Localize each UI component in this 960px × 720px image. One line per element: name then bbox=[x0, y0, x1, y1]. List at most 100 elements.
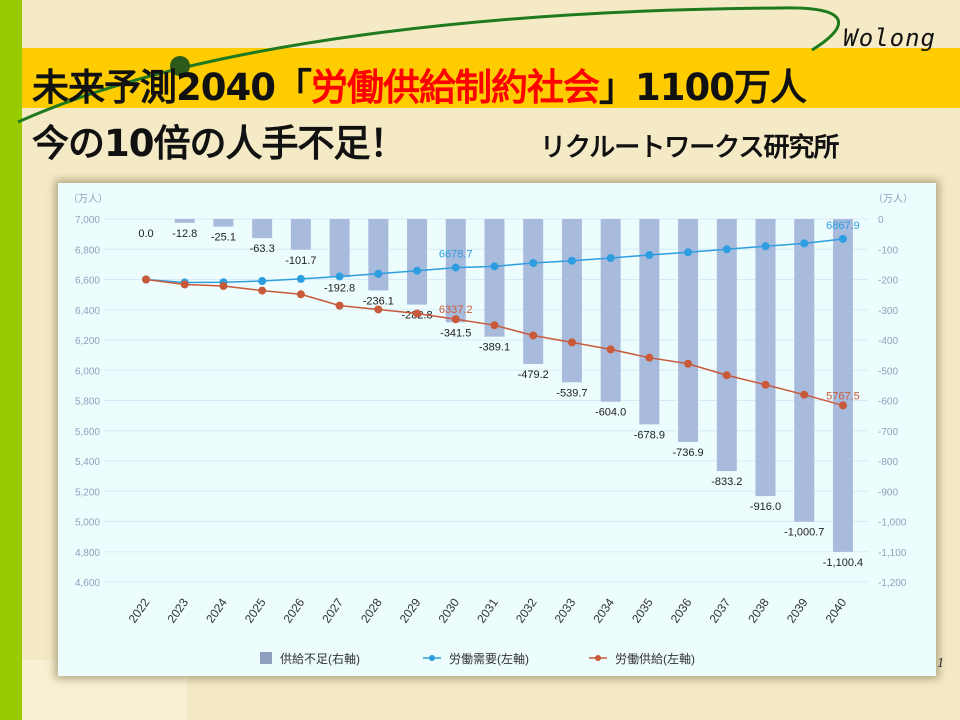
legend-demand-marker bbox=[429, 655, 435, 661]
x-tick-label: 2039 bbox=[784, 595, 811, 625]
supply-data-label: 6337.2 bbox=[439, 304, 473, 316]
bar-data-label: -1,100.4 bbox=[823, 557, 863, 569]
bar-data-label: -1,000.7 bbox=[784, 527, 824, 539]
right-tick-label: -600 bbox=[878, 397, 898, 408]
demand-point bbox=[800, 239, 809, 248]
bar-shortage bbox=[716, 219, 737, 472]
demand-point bbox=[567, 256, 576, 265]
right-tick-label: -800 bbox=[878, 457, 898, 468]
right-tick-label: 0 bbox=[878, 215, 884, 226]
bar-data-label: -389.1 bbox=[479, 342, 510, 354]
x-tick-label: 2026 bbox=[281, 595, 308, 625]
supply-point bbox=[374, 305, 383, 314]
x-tick-label: 2040 bbox=[823, 595, 850, 625]
left-tick-label: 6,400 bbox=[75, 306, 100, 317]
demand-point bbox=[645, 250, 654, 259]
bar-data-label: -236.1 bbox=[363, 295, 394, 307]
demand-point bbox=[374, 269, 383, 278]
supply-data-label: 5767.5 bbox=[826, 390, 860, 402]
right-tick-label: -300 bbox=[878, 306, 898, 317]
left-tick-label: 6,000 bbox=[75, 366, 100, 377]
legend-bar-swatch bbox=[260, 652, 272, 664]
x-tick-label: 2034 bbox=[590, 595, 617, 625]
right-tick-label: -900 bbox=[878, 487, 898, 498]
left-tick-label: 5,200 bbox=[75, 487, 100, 498]
bar-shortage bbox=[755, 219, 776, 497]
demand-point bbox=[335, 272, 344, 281]
source-label: リクルートワークス研究所 bbox=[540, 133, 839, 163]
bar-shortage bbox=[678, 219, 699, 442]
bar-data-label: -916.0 bbox=[750, 501, 781, 513]
bar-data-label: -736.9 bbox=[672, 447, 703, 459]
left-axis-unit: （万人） bbox=[68, 193, 108, 205]
bar-data-label: -604.0 bbox=[595, 407, 626, 419]
bar-data-label: -341.5 bbox=[440, 327, 471, 339]
supply-point bbox=[219, 282, 228, 291]
x-tick-label: 2038 bbox=[745, 595, 772, 625]
bar-shortage bbox=[213, 219, 234, 227]
legend-label: 労働需要(左軸) bbox=[449, 651, 529, 666]
bar-shortage bbox=[484, 219, 505, 337]
legend-label: 労働供給(左軸) bbox=[615, 651, 695, 666]
bar-data-label: -192.8 bbox=[324, 282, 355, 294]
right-tick-label: -200 bbox=[878, 276, 898, 287]
demand-point bbox=[296, 274, 305, 283]
left-tick-label: 4,600 bbox=[75, 578, 100, 589]
right-axis-unit: （万人） bbox=[873, 193, 913, 205]
bar-shortage bbox=[561, 219, 582, 383]
x-tick-label: 2022 bbox=[126, 595, 153, 625]
demand-point bbox=[761, 242, 770, 251]
bar-data-label: -101.7 bbox=[285, 255, 316, 267]
supply-point bbox=[413, 309, 422, 318]
bar-data-label: -12.8 bbox=[172, 228, 197, 240]
title-prefix: 未来予測2040「 bbox=[32, 66, 312, 109]
left-tick-label: 4,800 bbox=[75, 548, 100, 559]
x-tick-label: 2023 bbox=[164, 595, 191, 625]
decorative-swoosh bbox=[17, 6, 841, 124]
bar-shortage bbox=[523, 219, 544, 364]
supply-point bbox=[142, 275, 150, 284]
demand-point bbox=[838, 234, 847, 243]
bar-shortage bbox=[794, 219, 815, 522]
bar-data-label: -678.9 bbox=[634, 429, 665, 441]
supply-point bbox=[258, 286, 267, 295]
supply-point bbox=[335, 301, 344, 310]
x-tick-label: 2036 bbox=[668, 595, 695, 625]
bar-shortage bbox=[407, 219, 428, 305]
right-tick-label: -1,200 bbox=[878, 578, 907, 589]
left-tick-label: 5,600 bbox=[75, 427, 100, 438]
demand-point bbox=[413, 266, 422, 275]
x-tick-label: 2037 bbox=[706, 595, 733, 625]
x-tick-label: 2033 bbox=[552, 595, 579, 625]
supply-point bbox=[800, 390, 809, 399]
supply-point bbox=[296, 290, 305, 299]
bar-data-label: 0.0 bbox=[138, 228, 153, 240]
right-tick-label: -100 bbox=[878, 245, 898, 256]
bar-shortage bbox=[639, 219, 660, 425]
left-tick-label: 6,800 bbox=[75, 245, 100, 256]
demand-point bbox=[606, 254, 615, 263]
bar-shortage bbox=[329, 219, 350, 278]
ball-icon bbox=[170, 56, 190, 76]
bar-data-label: -25.1 bbox=[211, 232, 236, 244]
x-tick-label: 2027 bbox=[319, 595, 346, 625]
brand-logo: Wolong bbox=[843, 24, 936, 52]
bar-shortage bbox=[368, 219, 389, 291]
left-tick-label: 7,000 bbox=[75, 215, 100, 226]
supply-point bbox=[684, 359, 693, 368]
left-tick-label: 5,400 bbox=[75, 457, 100, 468]
bar-shortage bbox=[252, 219, 273, 239]
bar-shortage bbox=[600, 219, 621, 402]
x-tick-label: 2031 bbox=[474, 595, 501, 625]
right-tick-label: -500 bbox=[878, 366, 898, 377]
bar-data-label: -63.3 bbox=[250, 243, 275, 255]
page-number: 1 bbox=[937, 656, 945, 670]
x-tick-label: 2035 bbox=[629, 595, 656, 625]
demand-data-label: 6867.9 bbox=[826, 220, 860, 232]
x-tick-label: 2032 bbox=[513, 595, 540, 625]
supply-point bbox=[451, 315, 460, 324]
supply-point bbox=[761, 380, 770, 389]
demand-point bbox=[258, 277, 267, 286]
supply-point bbox=[645, 353, 654, 362]
